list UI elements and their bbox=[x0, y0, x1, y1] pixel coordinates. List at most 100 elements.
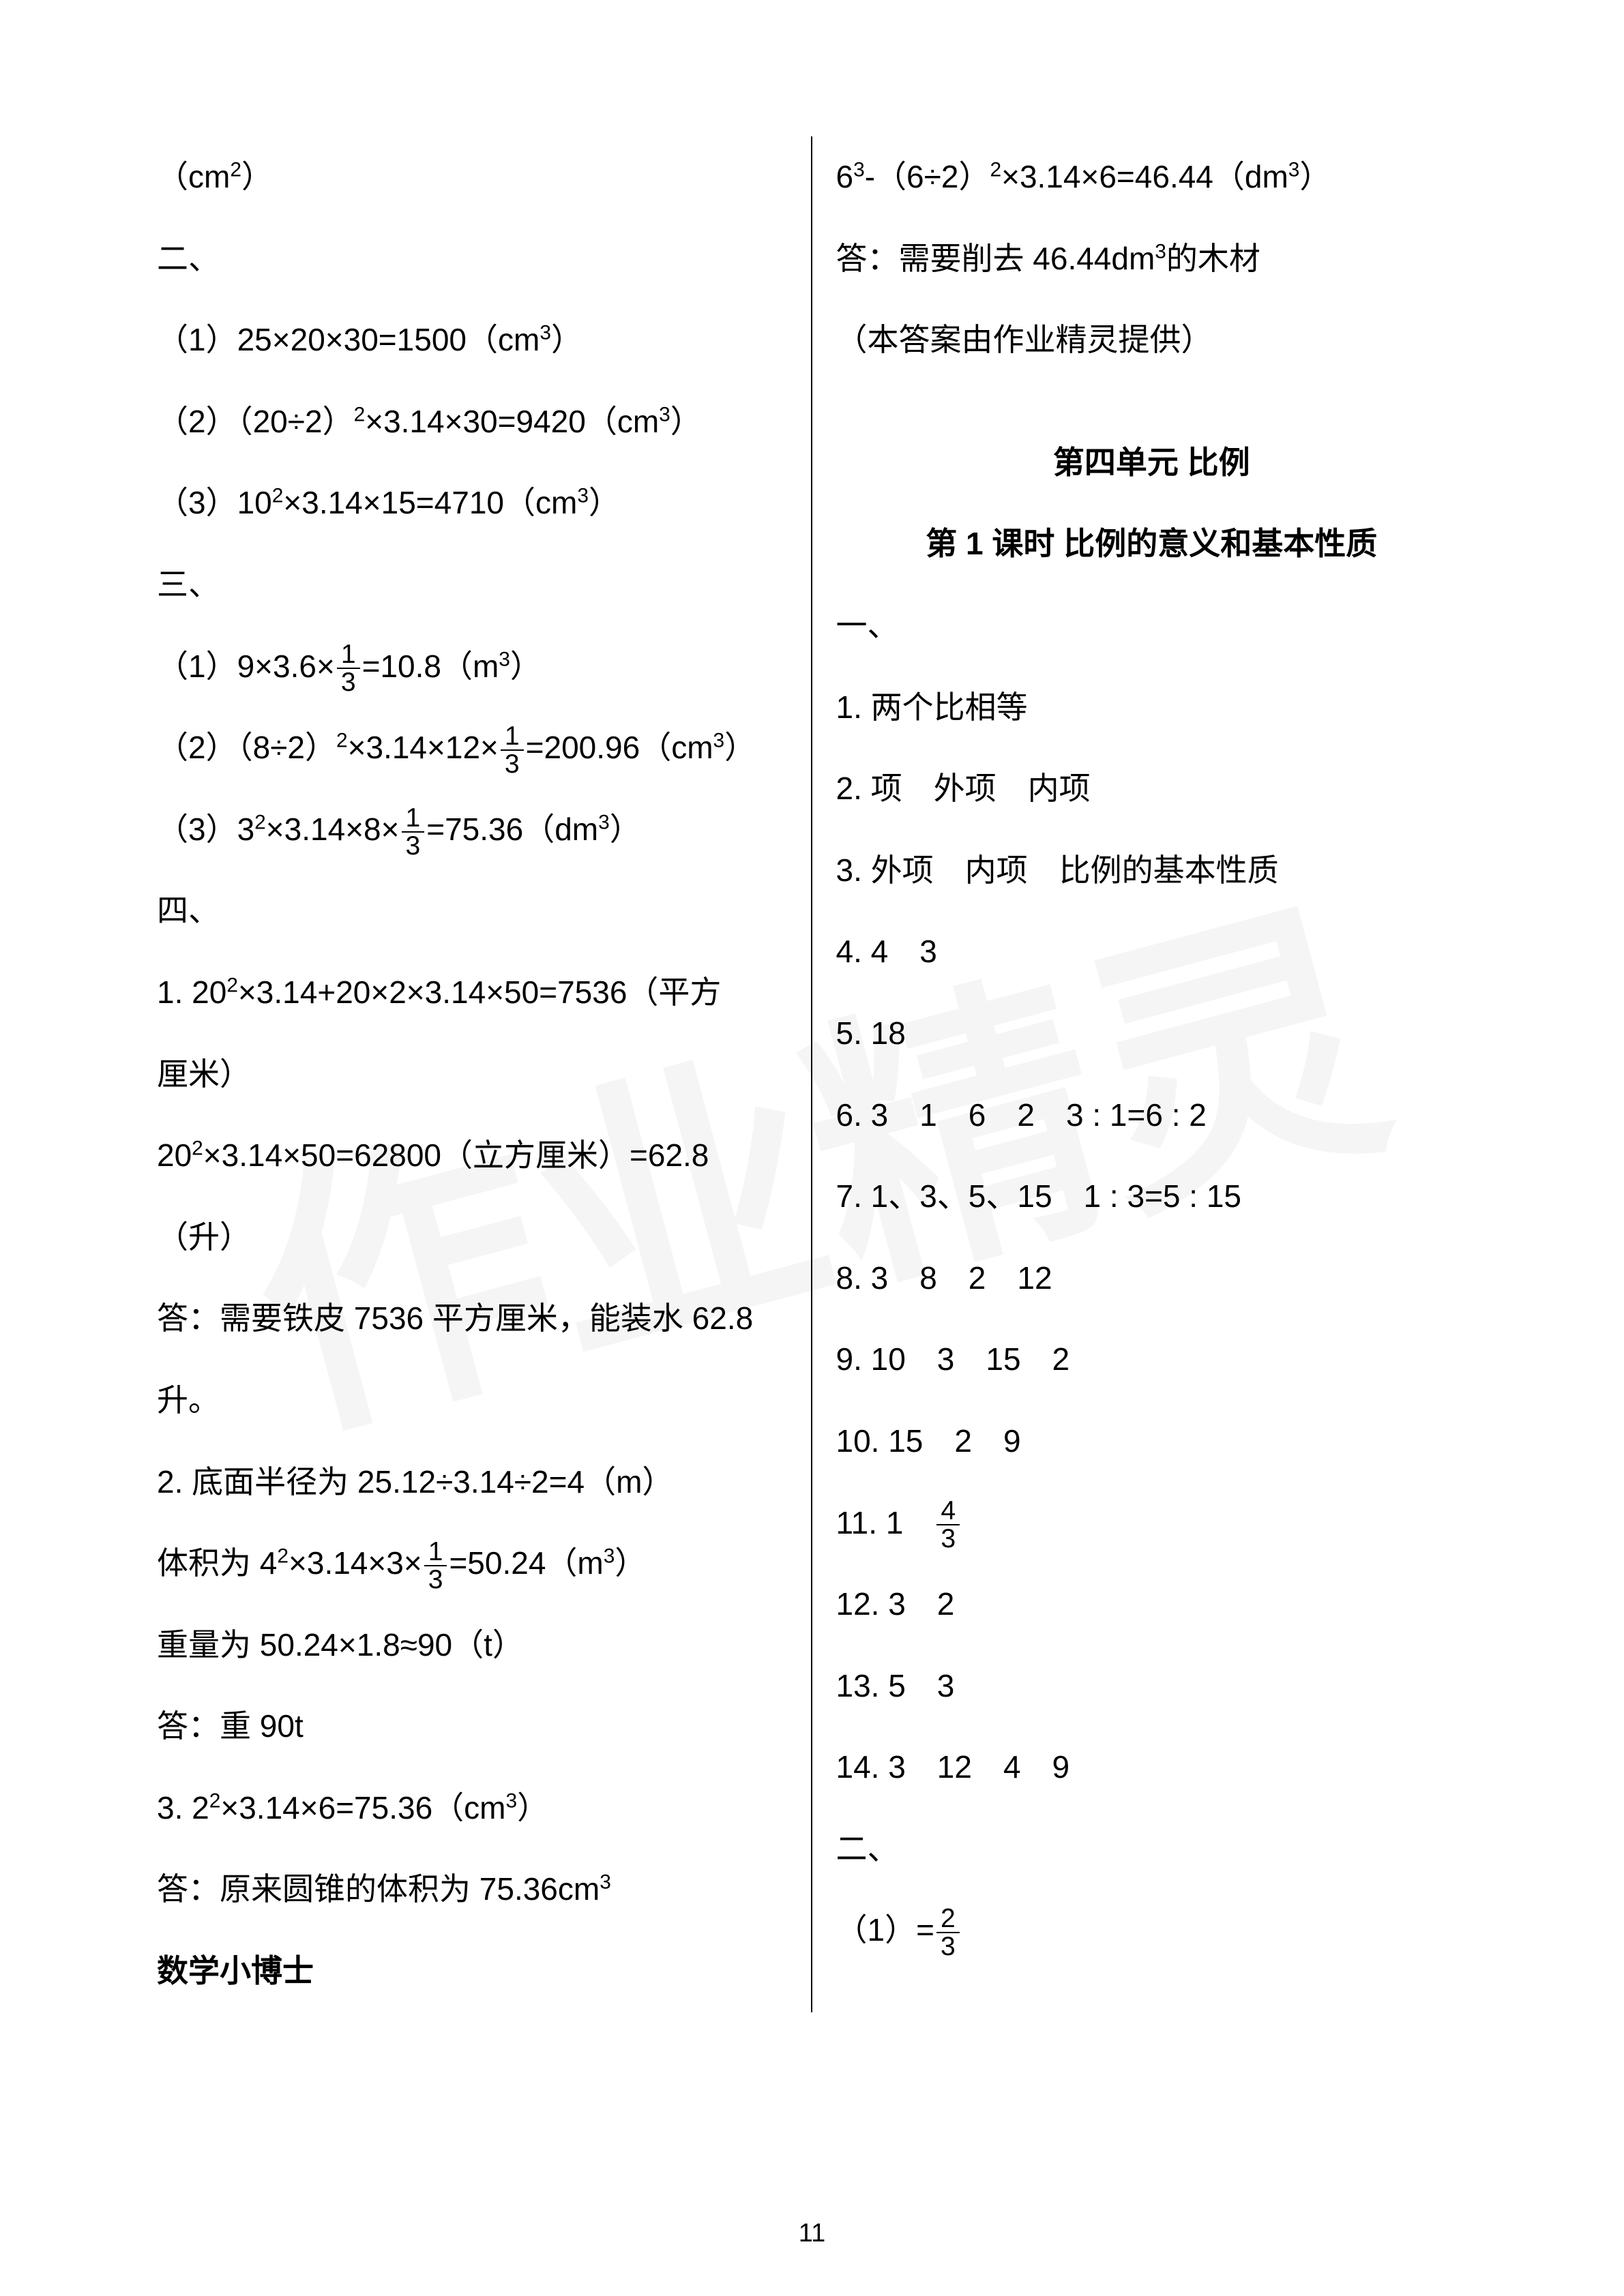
text: （3）3 bbox=[157, 811, 254, 847]
text: ） bbox=[551, 322, 582, 357]
text-line: 2. 底面半径为 25.12÷3.14÷2=4（m） bbox=[157, 1442, 787, 1523]
text: （3）10 bbox=[157, 485, 272, 520]
right-column: 63-（6÷2）2×3.14×6=46.44（dm3） 答：需要削去 46.44… bbox=[812, 136, 1468, 2012]
text-line: 4. 4 3 bbox=[836, 911, 1468, 993]
text: （1）= bbox=[836, 1912, 934, 1948]
superscript: 3 bbox=[598, 811, 610, 833]
text: ×3.14×50=62800（立方厘米）=62.8 bbox=[203, 1137, 709, 1173]
text: ×3.14×6=75.36（cm bbox=[220, 1790, 505, 1825]
fraction: 13 bbox=[337, 641, 360, 696]
text: =200.96（cm bbox=[526, 730, 713, 765]
fraction: 43 bbox=[936, 1497, 960, 1552]
text-line: 202×3.14×50=62800（立方厘米）=62.8 bbox=[157, 1115, 787, 1197]
text: （2）（8÷2） bbox=[157, 730, 336, 765]
left-column: （cm2） 二、 （1）25×20×30=1500（cm3） （2）（20÷2）… bbox=[157, 136, 812, 2012]
superscript: 2 bbox=[336, 730, 348, 752]
fraction: 13 bbox=[402, 805, 425, 859]
spacer bbox=[836, 381, 1468, 422]
text-line: 2. 项 外项 内项 bbox=[836, 748, 1468, 830]
text: 答：需要削去 46.44dm bbox=[836, 241, 1155, 276]
superscript: 3 bbox=[499, 648, 510, 670]
superscript: 3 bbox=[659, 403, 670, 426]
text-line: 重量为 50.24×1.8≈90（t） bbox=[157, 1605, 787, 1686]
text: 1. 20 bbox=[157, 974, 226, 1010]
superscript: 2 bbox=[272, 485, 284, 507]
text-line: 9. 10 3 15 2 bbox=[836, 1319, 1468, 1401]
text: 11. 1 bbox=[836, 1505, 935, 1540]
text: =50.24（m bbox=[449, 1545, 603, 1581]
text: ×3.14×6=46.44（dm bbox=[1001, 159, 1288, 194]
text-line: 6. 3 1 6 2 3 : 1=6 : 2 bbox=[836, 1075, 1468, 1157]
numerator: 1 bbox=[402, 805, 425, 833]
text-line: （1）9×3.6×13=10.8（m3） bbox=[157, 626, 787, 708]
superscript: 2 bbox=[192, 1137, 203, 1160]
superscript: 3 bbox=[506, 1790, 518, 1813]
text-line: （2）（8÷2）2×3.14×12×13=200.96（cm3） bbox=[157, 707, 787, 789]
superscript: 2 bbox=[254, 811, 266, 833]
text-line: 13. 5 3 bbox=[836, 1645, 1468, 1727]
text: 体积为 4 bbox=[157, 1545, 277, 1581]
text: -（6÷2） bbox=[865, 159, 990, 194]
text: （cm bbox=[157, 159, 230, 194]
text: ） bbox=[610, 811, 641, 847]
denominator: 3 bbox=[501, 751, 524, 777]
text-line: 10. 15 2 9 bbox=[836, 1401, 1468, 1482]
denominator: 3 bbox=[402, 833, 425, 859]
text-line: 63-（6÷2）2×3.14×6=46.44（dm3） bbox=[836, 136, 1468, 218]
numerator: 1 bbox=[501, 723, 524, 751]
text-line: 11. 1 43 bbox=[836, 1482, 1468, 1564]
superscript: 3 bbox=[853, 159, 865, 181]
text: ×3.14×8× bbox=[266, 811, 400, 847]
text-line: 体积为 42×3.14×3×13=50.24（m3） bbox=[157, 1523, 787, 1605]
numerator: 2 bbox=[936, 1905, 960, 1933]
text: （2）（20÷2） bbox=[157, 404, 354, 439]
text: （1）25×20×30=1500（cm bbox=[157, 322, 540, 357]
text-line: （升） bbox=[157, 1197, 787, 1279]
text: ×3.14×15=4710（cm bbox=[283, 485, 577, 520]
text: =75.36（dm bbox=[426, 811, 598, 847]
superscript: 3 bbox=[1288, 159, 1300, 181]
numerator: 1 bbox=[424, 1538, 447, 1566]
text: ） bbox=[724, 730, 756, 765]
superscript: 3 bbox=[540, 322, 551, 344]
denominator: 3 bbox=[936, 1933, 960, 1960]
text: ×3.14×3× bbox=[289, 1545, 422, 1581]
text-line: 1. 两个比相等 bbox=[836, 667, 1468, 749]
text: 的木材 bbox=[1166, 241, 1260, 276]
fraction: 13 bbox=[501, 723, 524, 777]
subsection-title: 数学小博士 bbox=[157, 1930, 787, 2012]
text-line: （cm2） bbox=[157, 136, 787, 218]
superscript: 3 bbox=[1155, 240, 1166, 263]
text: ） bbox=[510, 648, 542, 684]
superscript: 2 bbox=[990, 159, 1001, 181]
text-line: （1）=23 bbox=[836, 1890, 1468, 1971]
text-line: 7. 1、3、5、15 1 : 3=5 : 15 bbox=[836, 1156, 1468, 1238]
numerator: 1 bbox=[337, 641, 360, 669]
denominator: 3 bbox=[337, 669, 360, 696]
unit-title: 第四单元 比例 bbox=[836, 422, 1468, 504]
superscript: 2 bbox=[277, 1545, 289, 1568]
superscript: 3 bbox=[600, 1871, 611, 1894]
text: =10.8（m bbox=[362, 648, 499, 684]
section-header: 二、 bbox=[836, 1808, 1468, 1890]
superscript: 2 bbox=[226, 974, 238, 997]
text: ） bbox=[517, 1790, 548, 1825]
text: ） bbox=[589, 485, 620, 520]
text: 3. 2 bbox=[157, 1790, 209, 1825]
lesson-title: 第 1 课时 比例的意义和基本性质 bbox=[836, 503, 1468, 585]
section-header: 二、 bbox=[157, 218, 787, 300]
text-line: 3. 外项 内项 比例的基本性质 bbox=[836, 830, 1468, 912]
section-header: 三、 bbox=[157, 544, 787, 626]
superscript: 2 bbox=[230, 159, 241, 181]
text-line: 升。 bbox=[157, 1360, 787, 1442]
text: 20 bbox=[157, 1137, 192, 1173]
text-line: 12. 3 2 bbox=[836, 1564, 1468, 1645]
denominator: 3 bbox=[424, 1566, 447, 1593]
text: （1）9×3.6× bbox=[157, 648, 335, 684]
numerator: 4 bbox=[936, 1497, 960, 1525]
text-line: 3. 22×3.14×6=75.36（cm3） bbox=[157, 1768, 787, 1849]
text: ） bbox=[241, 159, 273, 194]
fraction: 23 bbox=[936, 1905, 960, 1960]
text-line: （本答案由作业精灵提供） bbox=[836, 299, 1468, 381]
text-line: （2）（20÷2）2×3.14×30=9420（cm3） bbox=[157, 381, 787, 463]
